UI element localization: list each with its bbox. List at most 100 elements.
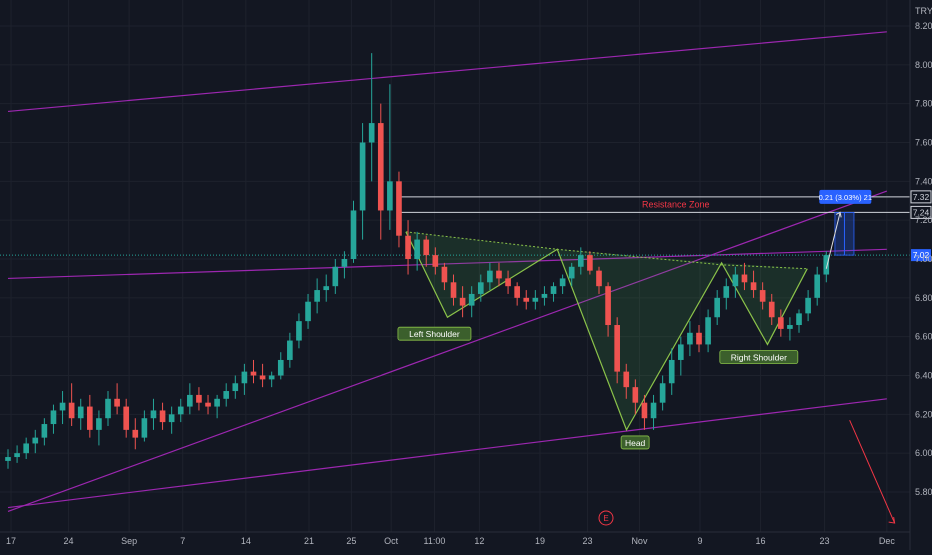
downward-arrow[interactable] xyxy=(849,419,896,524)
candle-body[interactable] xyxy=(159,410,166,423)
candle-body[interactable] xyxy=(259,375,266,380)
candle-body[interactable] xyxy=(341,259,348,267)
candle-body[interactable] xyxy=(223,391,230,399)
candle-body[interactable] xyxy=(214,398,220,407)
candle-body[interactable] xyxy=(77,406,84,419)
candle-body[interactable] xyxy=(587,255,593,271)
candle-body[interactable] xyxy=(468,293,475,306)
candle-body[interactable] xyxy=(787,325,793,329)
candle-body[interactable] xyxy=(305,301,311,322)
candle-body[interactable] xyxy=(696,332,702,345)
candle-body[interactable] xyxy=(5,457,11,461)
candle-body[interactable] xyxy=(277,359,284,376)
upward-arrow[interactable] xyxy=(825,212,841,269)
channel-line[interactable] xyxy=(7,248,887,280)
candle-body[interactable] xyxy=(668,359,675,384)
candle-body[interactable] xyxy=(368,123,375,143)
candle-body[interactable] xyxy=(496,270,502,279)
candle-body[interactable] xyxy=(568,266,575,279)
candle-body[interactable] xyxy=(778,317,784,329)
channel-line[interactable] xyxy=(7,31,887,113)
candle-body[interactable] xyxy=(377,123,384,211)
candle-body[interactable] xyxy=(759,290,766,302)
candle-body[interactable] xyxy=(414,239,420,259)
candle-body[interactable] xyxy=(505,278,511,287)
candle-body[interactable] xyxy=(487,270,493,283)
candle-body[interactable] xyxy=(350,210,357,259)
annotation-box[interactable] xyxy=(620,435,650,450)
candle-body[interactable] xyxy=(441,266,448,283)
candle-body[interactable] xyxy=(150,410,157,419)
candle-body[interactable] xyxy=(605,286,611,326)
candle-body[interactable] xyxy=(50,410,57,425)
annotation-box[interactable] xyxy=(397,326,472,341)
candle-body[interactable] xyxy=(559,278,566,287)
candle-body[interactable] xyxy=(141,418,148,438)
candle-body[interactable] xyxy=(614,325,620,372)
candle-body[interactable] xyxy=(96,418,102,430)
candle-body[interactable] xyxy=(23,443,30,454)
candle-body[interactable] xyxy=(805,297,811,314)
candle-body[interactable] xyxy=(450,282,457,298)
candle-body[interactable] xyxy=(59,402,66,411)
candle-body[interactable] xyxy=(459,297,466,306)
candle-body[interactable] xyxy=(232,383,239,392)
candle-body[interactable] xyxy=(187,394,193,407)
candle-body[interactable] xyxy=(659,383,666,403)
candle-body[interactable] xyxy=(577,255,584,267)
candle-body[interactable] xyxy=(268,375,275,380)
candle-body[interactable] xyxy=(823,255,830,275)
candle-body[interactable] xyxy=(677,344,684,360)
candle-body[interactable] xyxy=(550,286,557,294)
candle-body[interactable] xyxy=(332,266,339,287)
candle-body[interactable] xyxy=(432,255,439,267)
candle-body[interactable] xyxy=(687,332,693,345)
channel-line[interactable] xyxy=(7,190,888,512)
candle-body[interactable] xyxy=(523,297,530,302)
candle-body[interactable] xyxy=(632,387,639,403)
candle-body[interactable] xyxy=(705,317,711,345)
candle-body[interactable] xyxy=(641,402,648,419)
candle-body[interactable] xyxy=(387,181,393,211)
candle-body[interactable] xyxy=(105,398,111,419)
candle-body[interactable] xyxy=(177,406,184,415)
candle-body[interactable] xyxy=(359,142,366,211)
candle-body[interactable] xyxy=(205,402,211,407)
candle-body[interactable] xyxy=(623,371,630,388)
candle-body[interactable] xyxy=(741,274,748,283)
candle-body[interactable] xyxy=(732,274,739,287)
candle-body[interactable] xyxy=(768,301,775,318)
candle-body[interactable] xyxy=(814,274,821,298)
channel-line[interactable] xyxy=(7,398,887,509)
candle-body[interactable] xyxy=(41,424,48,438)
candle-body[interactable] xyxy=(477,282,484,294)
neckline[interactable] xyxy=(405,231,808,270)
candle-body[interactable] xyxy=(14,453,20,458)
candle-body[interactable] xyxy=(168,414,175,423)
candle-body[interactable] xyxy=(596,270,602,287)
event-marker[interactable]: E xyxy=(598,510,614,526)
candle-body[interactable] xyxy=(314,290,320,302)
candle-body[interactable] xyxy=(714,297,721,318)
candle-body[interactable] xyxy=(796,313,802,326)
candle-body[interactable] xyxy=(241,371,248,384)
candle-body[interactable] xyxy=(323,286,330,291)
candle-body[interactable] xyxy=(114,398,120,407)
candle-body[interactable] xyxy=(287,340,293,360)
candle-body[interactable] xyxy=(123,406,130,430)
candle-body[interactable] xyxy=(68,402,75,419)
candle-body[interactable] xyxy=(405,235,411,259)
pattern-outline[interactable] xyxy=(405,231,808,432)
candle-body[interactable] xyxy=(423,239,430,256)
candle-body[interactable] xyxy=(196,394,202,403)
candle-body[interactable] xyxy=(532,297,539,302)
annotation-box[interactable] xyxy=(719,350,799,364)
candle-body[interactable] xyxy=(296,321,302,341)
candle-body[interactable] xyxy=(541,293,548,298)
earnings-event-icon[interactable] xyxy=(598,510,614,526)
candle-body[interactable] xyxy=(132,429,139,438)
candle-body[interactable] xyxy=(250,371,257,376)
candle-body[interactable] xyxy=(32,437,39,444)
candle-body[interactable] xyxy=(723,286,730,298)
